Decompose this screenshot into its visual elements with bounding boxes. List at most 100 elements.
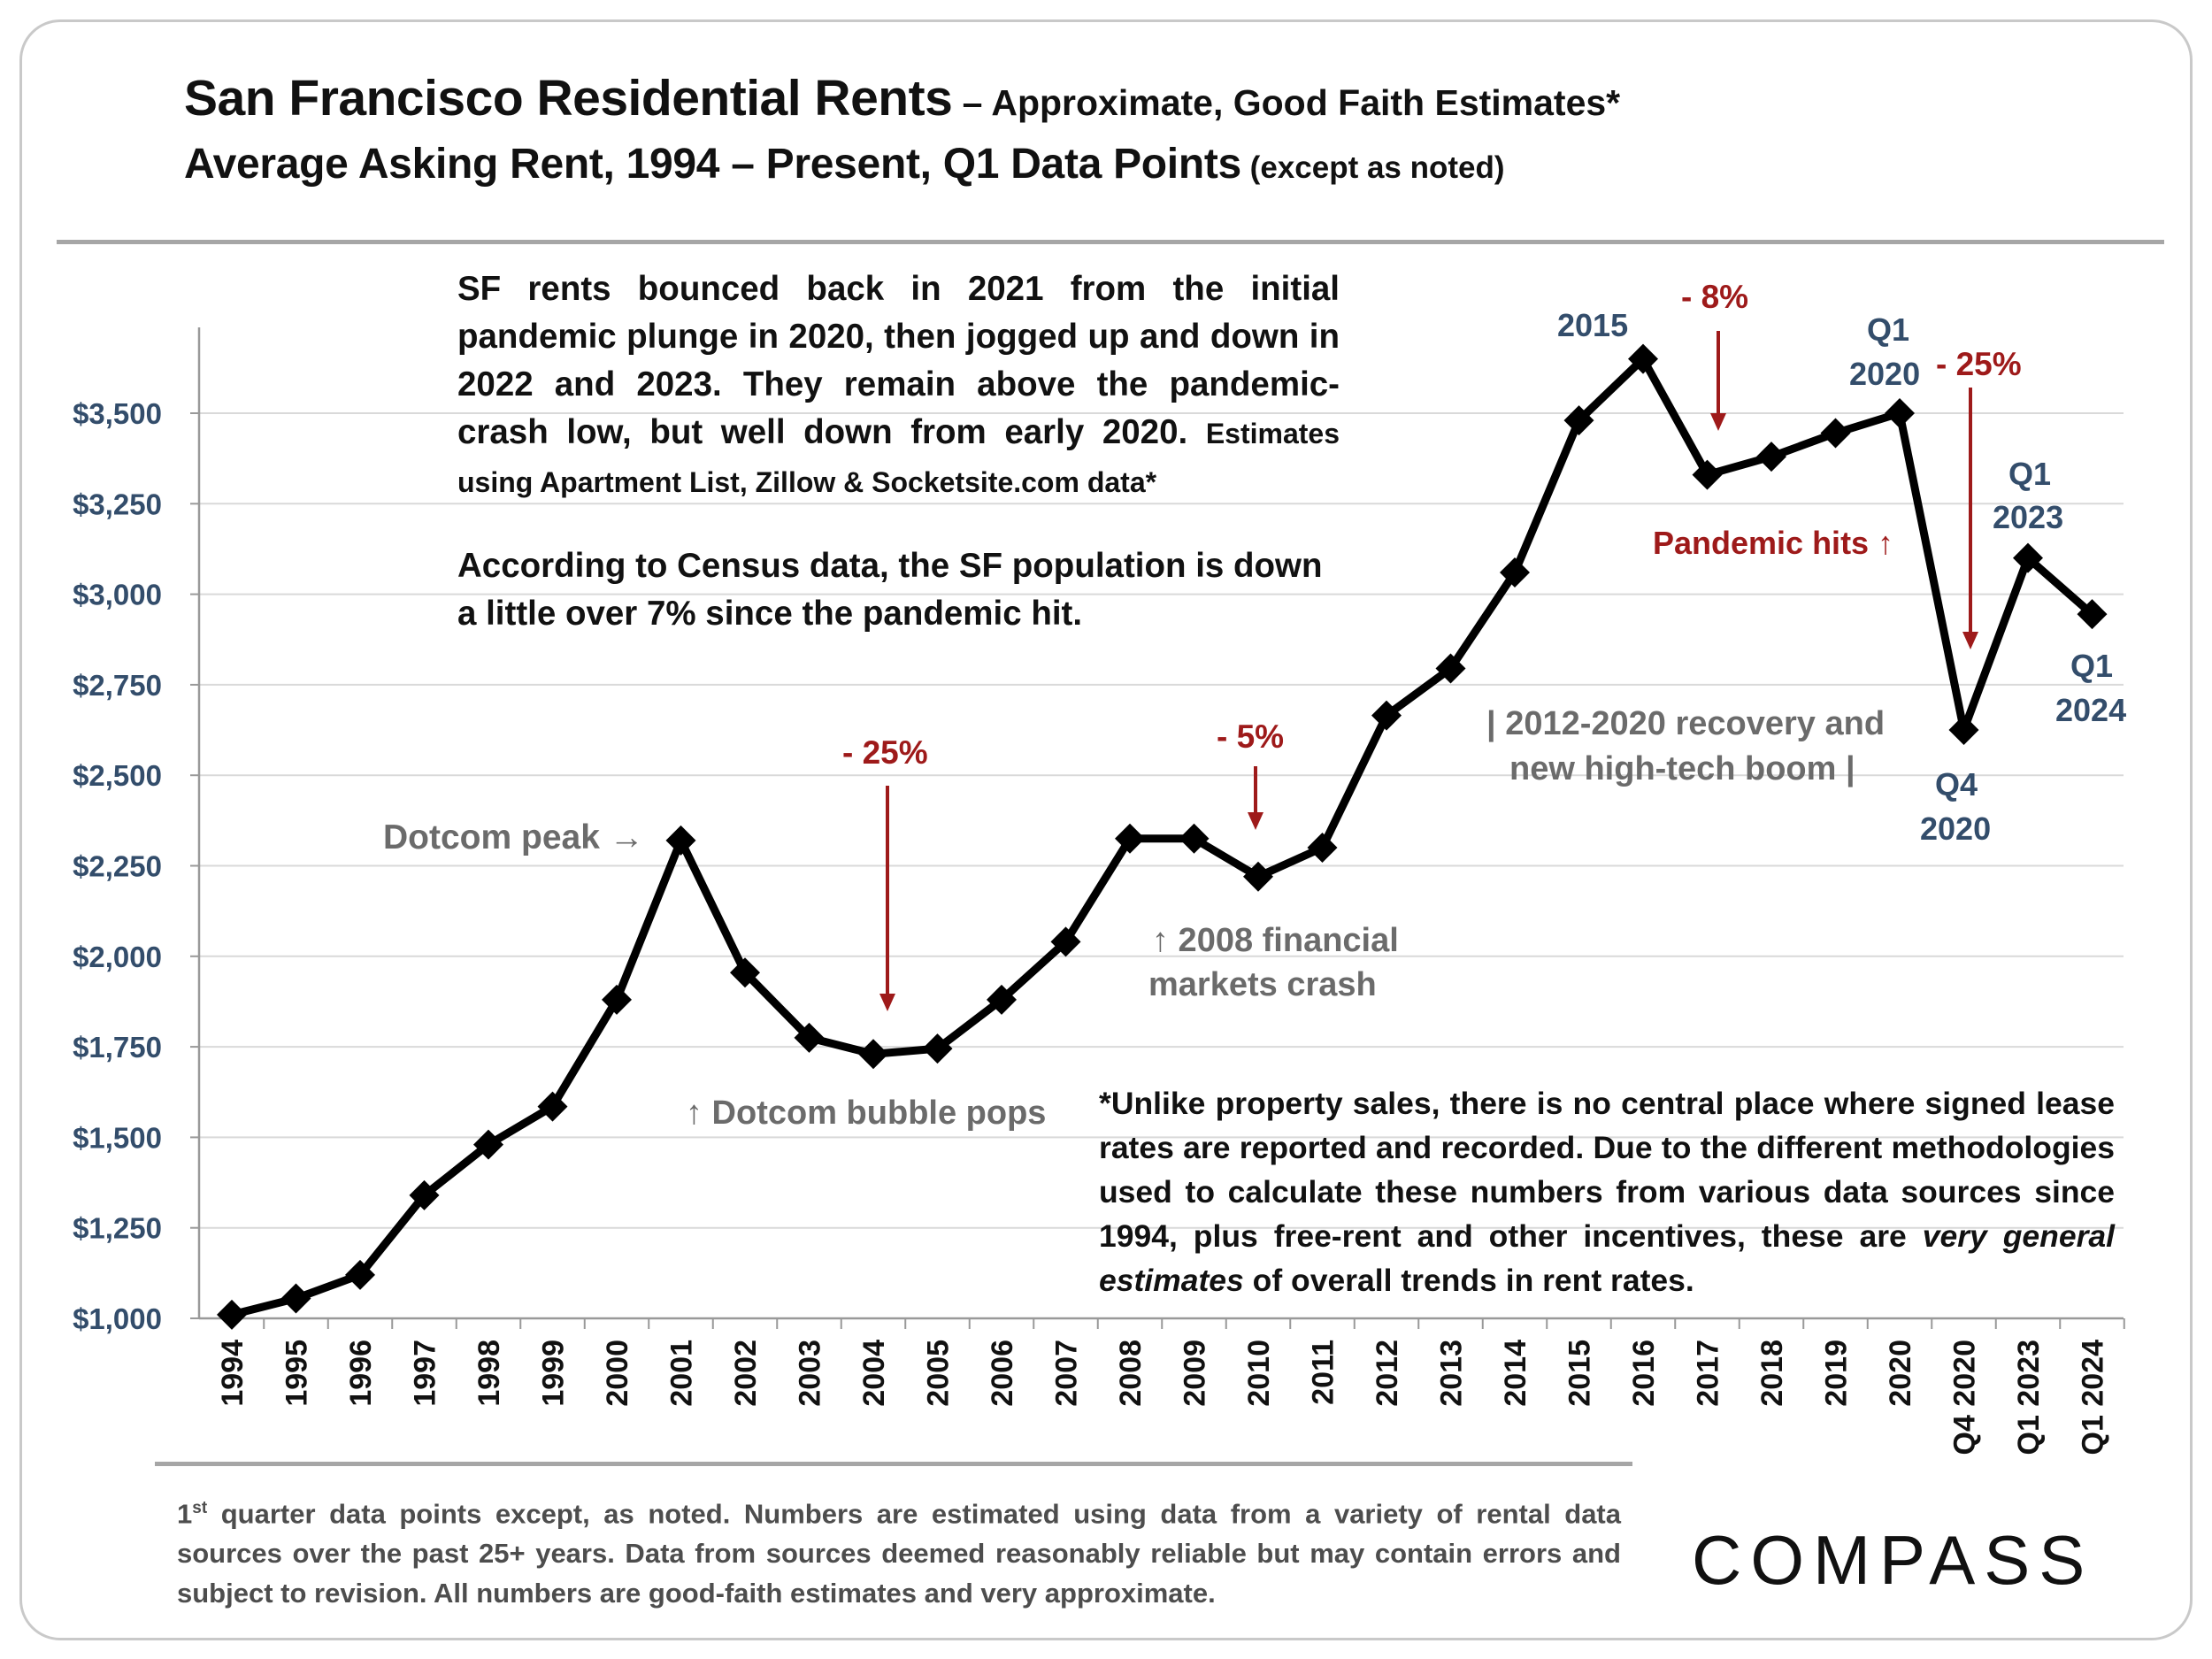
subtitle-note: (except as noted) [1240, 150, 1505, 185]
axes [190, 327, 2125, 1329]
x-tick-label: 2009 [1179, 1340, 1212, 1407]
x-tick-label: 1997 [409, 1340, 442, 1407]
x-tick-label: Q1 2024 [2077, 1340, 2110, 1455]
y-tick-label: $2,500 [73, 759, 162, 792]
x-tick-label: 2013 [1435, 1340, 1469, 1407]
arrow-head-icon [1710, 413, 1726, 431]
data-point-marker [2013, 542, 2043, 573]
x-tick-labels: 1994 1995 1996 1997 1998 1999 2000 2001 2002 2003… [216, 1340, 2110, 1455]
footer-rule [155, 1462, 1632, 1466]
note-sources: Estimates using Apartment List, Zillow &… [457, 418, 1340, 498]
data-point-marker [1500, 557, 1530, 588]
ann-q1-2020-line2: 2020 [1849, 356, 1921, 392]
data-point-marker [858, 1039, 888, 1070]
ann-q4-2020-line1: Q4 [1935, 766, 1978, 803]
data-point-marker [473, 1129, 503, 1160]
x-tick-label: 2002 [729, 1340, 763, 1407]
data-point-marker [1179, 823, 1210, 854]
header-rule [57, 240, 2164, 244]
chart-title: San Francisco Residential Rents – Approx… [184, 69, 1620, 127]
ann-q1-2024-line1: Q1 [2070, 648, 2114, 684]
x-tick-label: 2010 [1242, 1340, 1276, 1407]
footer-lead: 1 [177, 1498, 193, 1530]
x-tick-label: 1996 [344, 1340, 378, 1407]
data-point-marker [922, 1033, 953, 1064]
x-tick-label: 1995 [280, 1340, 314, 1407]
y-tick-label: $2,250 [73, 850, 162, 883]
ann-q1-2023-line2: 2023 [1993, 499, 2064, 535]
y-tick-label: $1,250 [73, 1212, 162, 1245]
chart-card [19, 19, 2193, 1640]
y-tick-label: $3,250 [73, 488, 162, 520]
x-tick-label: 2005 [922, 1340, 956, 1407]
ann-crash-pct: - 5% [1217, 718, 1285, 755]
note-census: According to Census data, the SF populat… [457, 547, 1323, 633]
disclaimer-emphasis: very general estimates [1099, 1218, 2115, 1298]
x-tick-label: 1998 [472, 1340, 506, 1407]
note-rent-bounce: SF rents bounced back in 2021 from the i… [457, 265, 1340, 506]
x-tick-label: 2001 [665, 1340, 699, 1407]
x-tick-label: 2014 [1499, 1340, 1532, 1407]
x-tick-label: 2008 [1114, 1340, 1148, 1407]
data-point-marker [1115, 823, 1145, 854]
data-point-marker [2077, 599, 2108, 630]
y-tick-label: $1,750 [73, 1031, 162, 1064]
x-tick-label: Q4 2020 [1948, 1340, 1982, 1455]
ann-q1-2023-line1: Q1 [2008, 456, 2052, 492]
ann-q1-2020-line1: Q1 [1867, 311, 1910, 348]
x-tick-label: 2019 [1820, 1340, 1854, 1407]
data-point-marker [987, 984, 1017, 1015]
y-tick-label: $2,000 [73, 941, 162, 973]
x-tick-label: 2012 [1371, 1340, 1404, 1407]
ann-recovery-line1: | 2012-2020 recovery and [1486, 705, 1886, 742]
x-tick-label: 2004 [857, 1340, 891, 1407]
x-tick-label: 2015 [1563, 1340, 1597, 1407]
y-tick-label: $3,000 [73, 579, 162, 611]
x-tick-label: 2020 [1884, 1340, 1917, 1407]
gridlines [199, 412, 2124, 1229]
arrow-head-icon [1248, 812, 1263, 830]
ann-recovery-line2: new high-tech boom | [1509, 750, 1855, 787]
ann-q4-2020-line2: 2020 [1920, 810, 1992, 847]
data-point-marker [537, 1091, 568, 1122]
data-point-marker [217, 1299, 247, 1330]
x-tick-label: 2006 [986, 1340, 1019, 1407]
data-point-marker [1050, 926, 1081, 957]
footer-text: quarter data points except, as noted. Nu… [177, 1498, 1621, 1609]
data-point-marker [1692, 459, 1723, 490]
ann-q1-2024-line2: 2024 [2055, 692, 2127, 728]
note-disclaimer: *Unlike property sales, there is no cent… [1099, 1081, 2115, 1302]
title-subtitle: – Approximate, Good Faith Estimates* [952, 82, 1621, 123]
chart-subtitle: Average Asking Rent, 1994 – Present, Q1 … [184, 140, 1505, 188]
ann-pandemic-hits: Pandemic hits ↑ [1653, 525, 1894, 561]
data-point-marker [1563, 405, 1594, 436]
ann-pandemic-pct: - 25% [1936, 346, 2022, 382]
data-point-marker [602, 984, 632, 1015]
ann-peak-2015: 2015 [1557, 307, 1629, 343]
x-tick-label: Q1 2023 [2012, 1340, 2046, 1455]
data-point-marker [794, 1022, 825, 1053]
data-point-marker [1435, 653, 1466, 684]
arrow-head-icon [879, 994, 895, 1011]
ann-dotcom-pops: ↑ Dotcom bubble pops [686, 1094, 1047, 1132]
x-tick-label: 1994 [216, 1340, 250, 1407]
y-tick-label: $1,000 [73, 1302, 162, 1335]
subtitle-main: Average Asking Rent, 1994 – Present, Q1 … [184, 141, 1241, 188]
data-point-marker [1756, 442, 1786, 472]
data-point-marker [730, 957, 760, 988]
disclaimer-text-1: *Unlike property sales, there is no cent… [1099, 1086, 2115, 1254]
disclaimer-text-2: of overall trends in rent rates. [1243, 1263, 1694, 1298]
y-tick-labels: $1,000 $1,250 $1,500 $1,750 $2,000 $2,250 $2,5… [73, 397, 162, 1335]
ann-drop-8-pct: - 8% [1681, 279, 1749, 315]
x-tick-label: 1999 [537, 1340, 571, 1407]
data-point-marker [280, 1283, 311, 1314]
footer-note: 1st quarter data points except, as noted… [177, 1488, 1621, 1613]
x-tick-label: 2007 [1050, 1340, 1084, 1407]
arrow-head-icon [1962, 632, 1978, 649]
data-point-marker [665, 825, 696, 856]
x-tick-label: 2003 [794, 1340, 827, 1407]
ann-crash-line2: markets crash [1148, 966, 1377, 1003]
x-tick-label: 2016 [1627, 1340, 1661, 1407]
x-tick-label: 2018 [1755, 1340, 1789, 1407]
data-point-marker [1885, 398, 1915, 428]
